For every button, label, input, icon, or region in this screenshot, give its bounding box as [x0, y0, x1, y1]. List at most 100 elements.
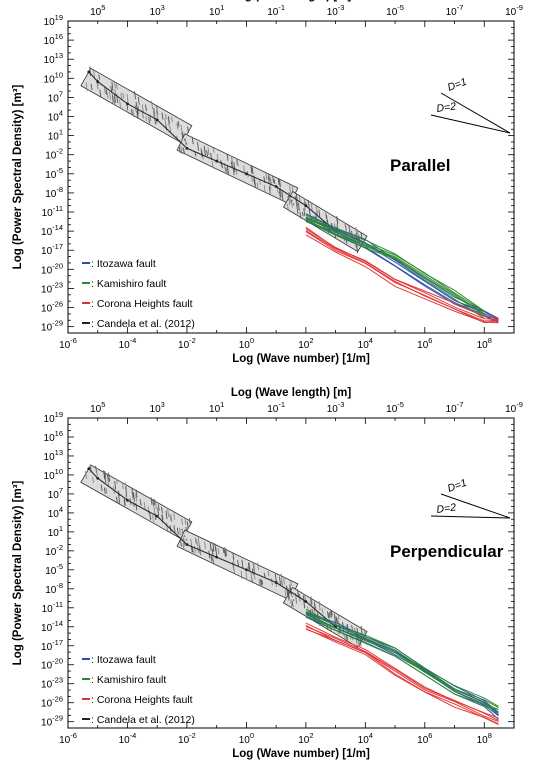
y-tick-label: 10-29 [41, 714, 63, 729]
psd-texture [106, 474, 109, 481]
x-tick-label: 10-6 [59, 731, 77, 746]
series-point-candela [155, 118, 159, 122]
series-point-candela [245, 568, 248, 572]
psd-texture [232, 553, 235, 560]
psd-texture [295, 192, 298, 201]
slope-label-d1: D=1 [446, 477, 468, 495]
psd-texture [111, 94, 114, 104]
psd-texture [180, 124, 183, 132]
psd-texture [130, 109, 133, 116]
psd-texture [154, 513, 157, 520]
psd-texture [154, 499, 157, 510]
psd-texture [355, 244, 358, 251]
psd-texture [227, 165, 229, 175]
psd-texture [100, 484, 103, 492]
psd-texture [148, 116, 151, 124]
psd-texture [224, 549, 226, 558]
slope-line-d2 [430, 515, 511, 519]
series-line-corona [305, 628, 499, 726]
psd-texture [165, 510, 168, 520]
x-tick-label: 10-4 [119, 731, 137, 746]
psd-texture [149, 513, 152, 521]
psd-texture [103, 470, 106, 480]
psd-texture [235, 169, 238, 175]
psd-envelope [176, 133, 299, 205]
x-tick-label: 10-2 [178, 336, 196, 351]
psd-texture [152, 110, 155, 119]
top-tick-label: 10-3 [327, 3, 345, 18]
psd-texture [135, 489, 138, 498]
series-point-candela [96, 476, 100, 480]
psd-texture [182, 147, 185, 153]
psd-texture [278, 191, 281, 200]
y-tick-label: 1016 [44, 429, 63, 444]
psd-texture [204, 541, 206, 549]
y-tick-label: 10-23 [41, 676, 63, 691]
psd-texture [287, 591, 290, 599]
psd-texture [267, 176, 270, 184]
y-tick-label: 10-8 [45, 185, 63, 200]
psd-texture [307, 199, 310, 208]
series-line-candela [88, 71, 336, 232]
top-tick-label: 105 [90, 3, 105, 18]
chart-panel-perpendicular: 1019 1016 1013 1010 107 104 101 10-2 10-5 10-8 10-… [12, 387, 523, 760]
top-tick-label: 10-5 [386, 3, 404, 18]
psd-envelope [176, 529, 299, 601]
psd-texture [137, 96, 140, 105]
psd-texture [105, 88, 108, 95]
psd-texture [157, 504, 160, 511]
psd-texture [182, 536, 185, 544]
psd-texture [199, 544, 201, 550]
psd-texture [290, 599, 293, 608]
psd-texture [187, 126, 190, 134]
psd-texture [215, 547, 218, 557]
psd-texture [109, 92, 111, 100]
x-tick-label: 100 [239, 336, 254, 351]
psd-texture [248, 562, 251, 571]
psd-texture [95, 468, 98, 477]
psd-texture [107, 480, 110, 487]
psd-texture [233, 567, 236, 574]
psd-texture [289, 198, 292, 204]
top-tick-label: 10-3 [327, 400, 345, 415]
psd-texture [337, 614, 340, 620]
psd-texture [103, 85, 106, 95]
psd-texture [321, 608, 324, 614]
legend-label: : Corona Heights fault [91, 298, 193, 310]
psd-texture [191, 136, 194, 145]
psd-texture [337, 618, 340, 624]
y-tick-label: 10-20 [41, 657, 63, 672]
psd-texture [161, 112, 164, 120]
series-point-candela [274, 185, 278, 188]
top-tick-label: 10-1 [267, 3, 285, 18]
psd-texture [150, 497, 153, 505]
psd-texture [153, 498, 156, 506]
psd-texture [206, 150, 209, 157]
psd-texture [176, 123, 179, 130]
psd-texture [166, 522, 169, 531]
psd-texture [259, 579, 262, 588]
psd-texture [125, 486, 128, 497]
series-line-corona [305, 234, 499, 324]
series-point-candela [245, 172, 248, 176]
y-tick-label: 10-11 [42, 600, 63, 615]
psd-texture [114, 480, 117, 490]
y-tick-label: 1010 [44, 467, 63, 482]
x-tick-label: 10-6 [59, 336, 77, 351]
psd-texture [328, 611, 331, 618]
psd-texture [279, 178, 281, 188]
psd-texture [147, 506, 150, 514]
psd-texture [243, 165, 246, 174]
psd-texture [345, 635, 348, 641]
y-tick-label: 10-5 [45, 166, 63, 181]
psd-texture [197, 141, 199, 151]
psd-texture [89, 466, 92, 473]
chart-panel-parallel: 1019 1016 1013 1010 107 104 101 10-2 10-5 10-8 10-… [12, 0, 523, 365]
psd-texture [310, 203, 313, 211]
psd-texture [145, 116, 148, 122]
psd-texture [167, 118, 170, 127]
y-tick-label: 1016 [44, 32, 63, 47]
top-tick-label: 105 [90, 400, 105, 415]
psd-texture [241, 559, 244, 569]
